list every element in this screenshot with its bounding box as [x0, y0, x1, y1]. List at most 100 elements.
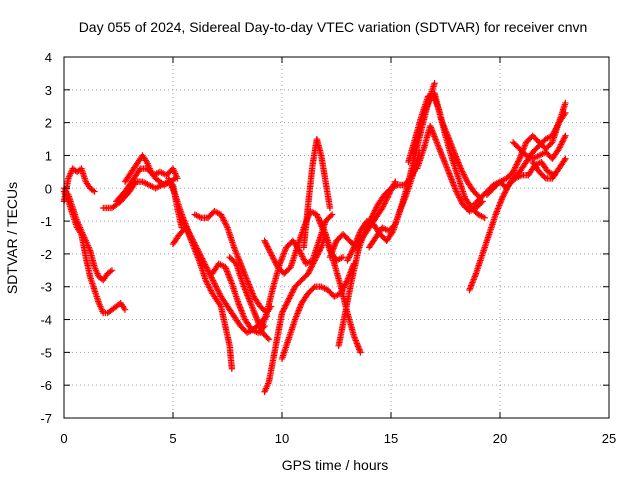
data-point	[201, 259, 208, 267]
data-point	[456, 195, 464, 203]
data-point	[380, 201, 387, 209]
data-point	[392, 178, 399, 185]
data-point	[514, 159, 521, 167]
data-point	[347, 249, 355, 257]
data-point	[222, 220, 229, 227]
data-point	[501, 190, 508, 197]
data-point	[286, 295, 293, 302]
data-point	[458, 166, 465, 174]
data-point	[199, 256, 206, 264]
axes: 0 5 10 15 20 25 -7 -6 -5 -4 -3 -2 -1 0 1 2 3 4	[40, 50, 616, 446]
data-point	[339, 253, 347, 261]
y-tick-label: -2	[40, 247, 52, 262]
data-point	[198, 253, 205, 261]
data-point	[219, 215, 227, 223]
data-point	[190, 237, 197, 245]
data-point	[299, 254, 307, 262]
data-point	[390, 181, 398, 188]
data-point	[287, 292, 294, 299]
data-point	[372, 205, 379, 213]
data-point	[561, 134, 568, 141]
data-point	[344, 257, 351, 264]
data-point	[510, 167, 518, 174]
data-point	[371, 207, 379, 214]
data-point	[456, 194, 463, 201]
data-point	[279, 308, 286, 315]
data-point	[382, 197, 390, 204]
data-point	[381, 198, 389, 206]
data-point	[193, 245, 201, 252]
y-tick-label: -6	[40, 378, 52, 393]
data-point	[262, 239, 269, 246]
data-point	[478, 199, 485, 206]
data-point	[500, 192, 507, 199]
data-point	[299, 253, 306, 260]
data-point	[460, 171, 467, 178]
data-point	[186, 230, 193, 238]
data-point	[306, 267, 313, 274]
data-series	[278, 260, 358, 363]
data-point	[348, 248, 355, 255]
data-point	[310, 284, 317, 292]
data-point	[304, 270, 312, 277]
data-point	[208, 274, 215, 281]
data-series	[483, 99, 569, 199]
data-point	[556, 144, 563, 151]
data-point	[283, 299, 291, 306]
data-point	[308, 263, 315, 270]
data-series	[121, 152, 179, 189]
data-point	[462, 175, 470, 182]
data-point	[541, 173, 548, 181]
data-point	[499, 193, 507, 200]
data-point	[220, 217, 228, 224]
data-point	[219, 214, 226, 221]
data-point	[350, 245, 357, 253]
data-point	[202, 262, 209, 270]
data-point	[481, 214, 488, 222]
data-point	[192, 242, 199, 249]
data-point	[218, 212, 225, 220]
data-point	[203, 264, 210, 271]
data-point	[305, 268, 313, 276]
data-point	[559, 138, 566, 145]
data-point	[387, 187, 395, 194]
data-point	[561, 156, 568, 164]
data-point	[288, 289, 296, 296]
data-point	[195, 249, 203, 257]
data-point	[267, 249, 274, 256]
data-point	[266, 247, 273, 255]
data-point	[298, 251, 305, 259]
data-point	[187, 232, 194, 239]
data-point	[196, 251, 204, 258]
y-tick-label: -4	[40, 313, 52, 328]
y-tick-label: -5	[40, 345, 52, 360]
data-point	[185, 227, 192, 235]
data-point	[289, 287, 297, 295]
data-point	[108, 267, 116, 274]
data-point	[201, 261, 209, 268]
data-point	[431, 80, 438, 87]
data-point	[511, 165, 518, 173]
data-point	[562, 155, 569, 162]
y-tick-label: 4	[45, 50, 52, 65]
data-point	[297, 250, 305, 257]
y-tick-label: 0	[45, 181, 52, 196]
y-tick-label: -1	[40, 214, 52, 229]
data-point	[341, 282, 348, 290]
data-point	[383, 196, 390, 203]
data-point	[194, 246, 201, 254]
data-point	[373, 204, 380, 211]
data-point	[455, 192, 462, 200]
data-point	[190, 239, 198, 246]
data-point	[206, 285, 214, 293]
data-point	[357, 349, 364, 356]
data-point	[391, 179, 398, 187]
data-point	[203, 278, 210, 285]
data-point	[209, 275, 216, 283]
data-point	[203, 279, 211, 287]
data-point	[560, 135, 568, 142]
data-point	[270, 256, 278, 263]
data-point	[557, 142, 564, 150]
data-point	[267, 250, 275, 258]
